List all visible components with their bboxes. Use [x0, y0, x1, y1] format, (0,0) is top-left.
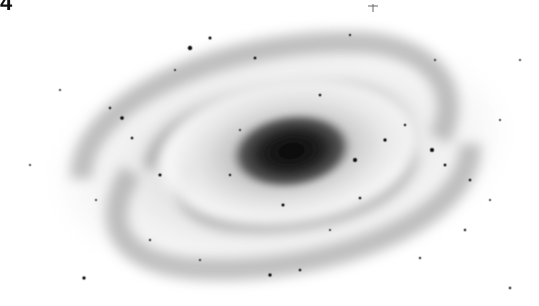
galaxy-image: 4: [0, 0, 539, 306]
panel-label: 4: [0, 0, 13, 15]
page: 4 (() => { const data = JSON.parse(docum…: [0, 0, 539, 306]
